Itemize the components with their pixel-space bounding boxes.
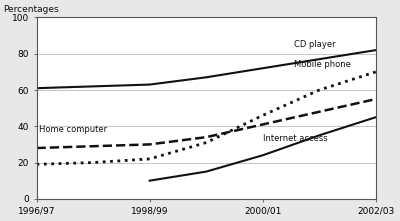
Text: Internet access: Internet access bbox=[263, 134, 327, 143]
Text: CD player: CD player bbox=[294, 40, 336, 49]
Text: Mobile phone: Mobile phone bbox=[294, 60, 351, 69]
Text: Percentages: Percentages bbox=[3, 5, 58, 14]
Text: Home computer: Home computer bbox=[39, 125, 108, 134]
